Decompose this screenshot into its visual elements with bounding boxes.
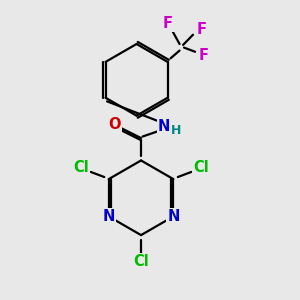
Text: H: H	[171, 124, 181, 137]
Text: F: F	[163, 16, 172, 31]
Text: F: F	[199, 48, 209, 63]
Text: N: N	[158, 119, 170, 134]
Text: N: N	[103, 209, 115, 224]
Text: O: O	[109, 116, 121, 131]
Text: Cl: Cl	[194, 160, 209, 175]
Text: Cl: Cl	[133, 254, 149, 269]
Text: Cl: Cl	[73, 160, 88, 175]
Text: F: F	[196, 22, 206, 37]
Text: N: N	[167, 209, 180, 224]
